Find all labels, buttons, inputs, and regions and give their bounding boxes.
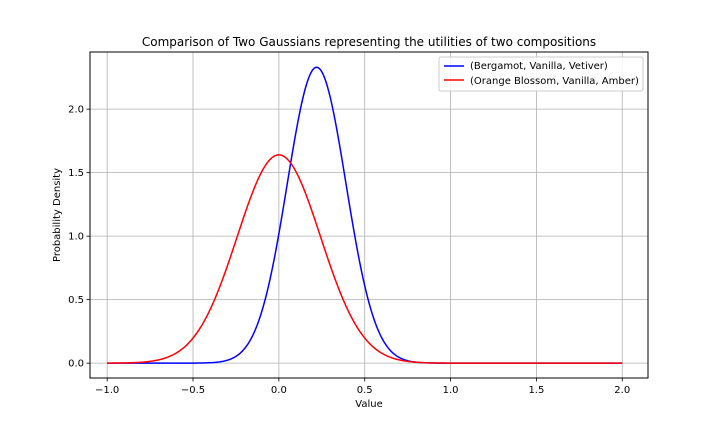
legend-label-bergamot: (Bergamot, Vanilla, Vetiver): [470, 61, 608, 72]
y-axis: 0.0 0.5 1.0 1.5 2.0: [68, 105, 90, 370]
x-tick-label: −1.0: [95, 385, 119, 396]
x-axis: −1.0 −0.5 0.0 0.5 1.0 1.5 2.0: [95, 378, 630, 396]
chart-title: Comparison of Two Gaussians representing…: [142, 35, 596, 49]
y-tick-label: 0.5: [68, 295, 84, 306]
legend: (Bergamot, Vanilla, Vetiver) (Orange Blo…: [438, 56, 644, 92]
plot-frame: [89, 51, 649, 379]
legend-frame: [438, 56, 644, 92]
x-tick-label: 2.0: [614, 385, 630, 396]
y-tick-label: 0.0: [68, 359, 84, 370]
series-line-1: [107, 154, 623, 364]
x-tick-label: 1.0: [443, 385, 459, 396]
x-tick-label: −0.5: [181, 385, 205, 396]
y-tick-label: 2.0: [68, 105, 84, 116]
x-tick-label: 0.0: [271, 385, 287, 396]
y-axis-label: Probability Density: [52, 168, 63, 262]
x-tick-label: 0.5: [357, 385, 373, 396]
y-tick-label: 1.5: [68, 168, 84, 179]
x-axis-label: Value: [355, 399, 382, 410]
legend-label-orange-blossom: (Orange Blossom, Vanilla, Amber): [470, 76, 639, 87]
y-tick-label: 1.0: [68, 232, 84, 243]
x-tick-label: 1.5: [528, 385, 544, 396]
series-layer: [107, 66, 623, 364]
